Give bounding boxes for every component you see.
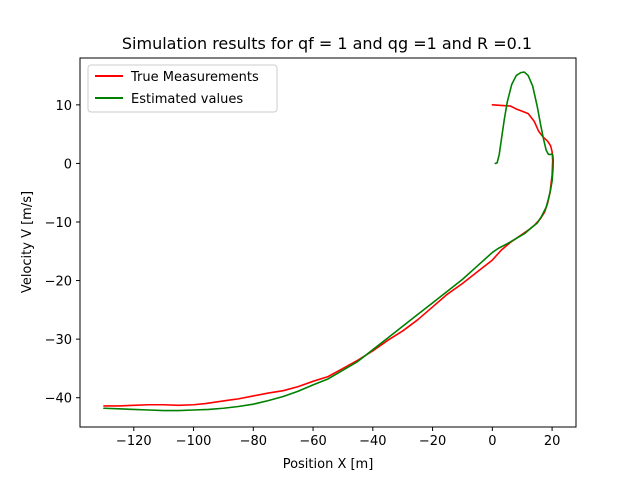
y-tick-label: −40 (45, 392, 72, 407)
x-tick-label: −100 (176, 434, 212, 449)
legend: True Measurements Estimated values (87, 64, 278, 113)
x-axis-label: Position X [m] (283, 457, 374, 472)
legend-box (87, 64, 278, 113)
x-tick-label: 20 (544, 434, 561, 449)
x-tick-label: 0 (488, 434, 496, 449)
x-axis: −120 −100 −80 −60 −40 −20 0 20 (116, 427, 560, 449)
x-tick-label: −20 (419, 434, 446, 449)
y-tick-label: −20 (45, 275, 72, 290)
plot-frame (79, 57, 577, 428)
y-axis: −40 −30 −20 −10 0 10 (45, 99, 80, 407)
y-tick-label: 10 (55, 99, 72, 114)
series-line-true-measurements (103, 104, 554, 407)
y-tick-label: 0 (64, 157, 72, 172)
y-axis-label: Velocity V [m/s] (20, 191, 35, 293)
legend-label-estimated-values: Estimated values (131, 92, 243, 107)
x-tick-label: −80 (240, 434, 267, 449)
y-tick-label: −10 (45, 216, 72, 231)
series-layer (103, 71, 555, 412)
x-tick-label: −40 (359, 434, 386, 449)
chart-title: Simulation results for qf = 1 and qg =1 … (122, 34, 532, 53)
series-line-estimated-values (103, 71, 555, 412)
x-tick-label: −120 (116, 434, 152, 449)
legend-label-true-measurements: True Measurements (130, 70, 259, 85)
x-tick-label: −60 (299, 434, 326, 449)
plot-area (79, 57, 577, 428)
y-tick-label: −30 (45, 333, 72, 348)
